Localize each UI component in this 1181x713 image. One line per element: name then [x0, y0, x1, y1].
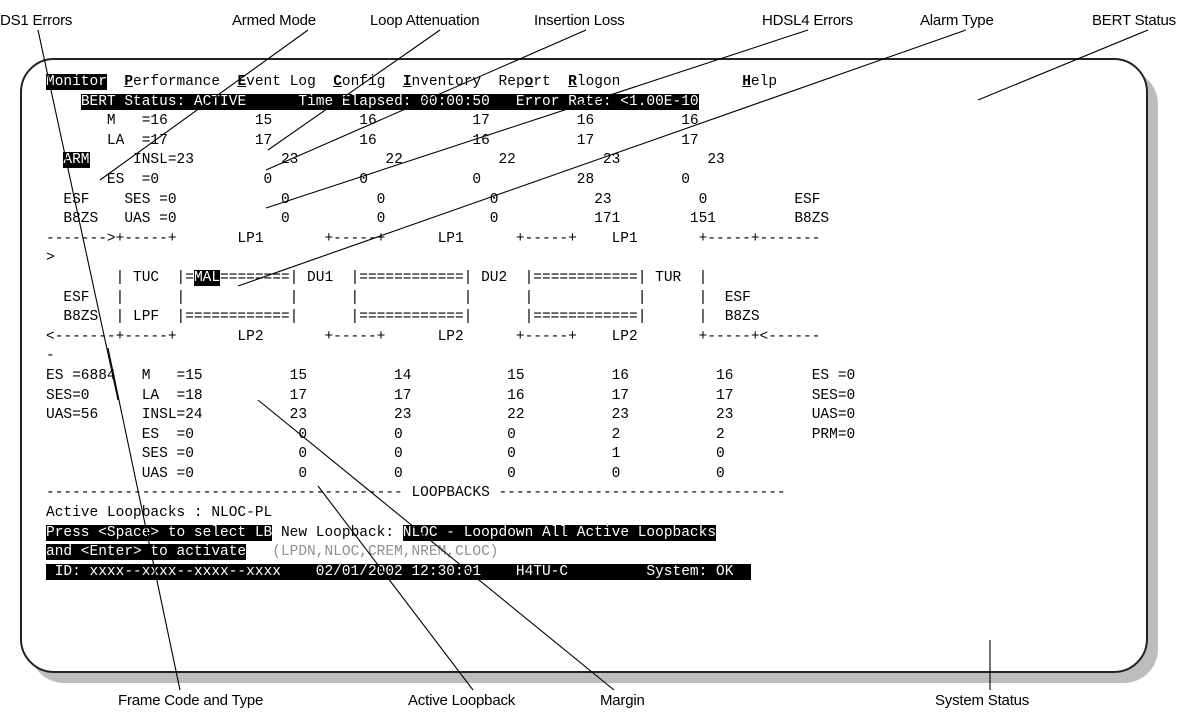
lp2-wrap: -	[46, 348, 55, 365]
bert-status-bar: BERT Status: ACTIVE Time Elapsed: 00:00:…	[80, 93, 699, 110]
menu-help[interactable]: Help	[742, 74, 777, 90]
callout-ds1-errors: DS1 Errors	[0, 12, 73, 29]
lp2-line: <-------+-----+ LP2 +-----+ LP2 +-----+ …	[46, 328, 821, 345]
status-line: ID: xxxx--xxxx--xxxx--xxxx 02/01/2002 12…	[46, 563, 855, 583]
menu-config[interactable]: Config	[333, 74, 385, 90]
menu-performance[interactable]: Performance	[124, 74, 220, 90]
callout-frame-code-and-type: Frame Code and Type	[118, 692, 264, 709]
upper-insl-row: INSL=23 23 22 22 23 23	[89, 152, 725, 169]
new-loopback-label: New Loopback:	[272, 524, 403, 541]
menu-report-label: rt	[533, 74, 551, 90]
lower-uas-row: UAS =0 0 0 0 0 0	[46, 465, 725, 482]
diagram-row-3: B8ZS | LPF |============| |============|…	[46, 309, 760, 326]
loopback-enter-line: and <Enter> to activate (LPDN,NLOC,CREM,…	[46, 543, 855, 563]
diagram-row-1: | TUC |=MAL========| DU1 |============| …	[46, 269, 855, 289]
menu-monitor[interactable]: Monitor	[46, 74, 107, 90]
menu-report[interactable]: Report	[499, 74, 551, 90]
menu-inventory-hotkey: I	[402, 74, 412, 90]
diagram-row-1-prefix: | TUC |=	[46, 269, 194, 286]
menu-help-hotkey: H	[742, 74, 751, 90]
menu-help-label: elp	[750, 74, 778, 90]
terminal-content: Monitor Performance Event Log Config Inv…	[46, 73, 855, 582]
armed-mode-indicator: ARM	[63, 152, 90, 169]
menu-performance-label: erformance	[133, 74, 221, 90]
menu-report-prefix: Rep	[498, 74, 525, 90]
callout-armed-mode: Armed Mode	[232, 12, 316, 29]
lower-insl-row: UAS=56 INSL=24 23 23 22 23 23 UAS=0	[46, 407, 856, 424]
callout-margin: Margin	[600, 692, 645, 709]
menu-event-log-hotkey: E	[237, 74, 247, 90]
menu-event-log-label: vent Log	[246, 74, 316, 90]
upper-ses-row: ESF SES =0 0 0 0 23 0 ESF	[46, 191, 821, 208]
menu-rlogon-label: logon	[576, 74, 621, 90]
menu-rlogon-hotkey: R	[568, 74, 577, 90]
lower-ses-row: SES =0 0 0 0 1 0	[46, 446, 725, 463]
callout-active-loopback: Active Loopback	[408, 692, 516, 709]
upper-margin-row: M =16 15 16 17 16 16	[46, 113, 699, 130]
status-bar: ID: xxxx--xxxx--xxxx--xxxx 02/01/2002 12…	[46, 563, 751, 580]
loopback-options: (LPDN,NLOC,CREM,NREM,CLOC)	[272, 544, 499, 561]
callout-system-status: System Status	[935, 692, 1030, 709]
upper-uas-row: B8ZS UAS =0 0 0 0 171 151 B8ZS	[46, 211, 830, 228]
alarm-type-indicator: MAL	[193, 269, 221, 286]
menu-event-log[interactable]: Event Log	[237, 74, 315, 90]
menu-config-label: onfig	[341, 74, 386, 90]
callout-alarm-type: Alarm Type	[920, 12, 994, 29]
press-enter-instruction: and <Enter> to activate	[46, 544, 247, 561]
lower-es-row: ES =0 0 0 0 2 2 PRM=0	[46, 426, 856, 443]
menu-monitor-hotkey: M	[46, 74, 55, 90]
active-loopbacks: Active Loopbacks : NLOC-PL	[46, 505, 273, 522]
upper-insl-line: ARM INSL=23 23 22 22 23 23	[46, 151, 855, 171]
lower-la-row: SES=0 LA =18 17 17 16 17 17 SES=0	[46, 387, 856, 404]
callout-bert-status: BERT Status	[1092, 12, 1176, 29]
lp1-line: ------->+-----+ LP1 +-----+ LP1 +-----+ …	[46, 230, 821, 247]
upper-la-row: LA =17 17 16 16 17 17	[46, 132, 699, 149]
callout-hdsl4-errors: HDSL4 Errors	[762, 12, 853, 29]
loopback-select-line: Press <Space> to select LB New Loopback:…	[46, 524, 855, 544]
menu-inventory-label: nventory	[411, 74, 482, 90]
menu-monitor-label: onitor	[54, 74, 107, 90]
menu-config-hotkey: C	[333, 74, 342, 90]
diagram-row-1-suffix: ========| DU1 |============| DU2 |======…	[220, 269, 708, 286]
bert-status-line: BERT Status: ACTIVE Time Elapsed: 00:00:…	[46, 93, 855, 113]
menu-rlogon[interactable]: Rlogon	[568, 74, 620, 90]
menu-performance-hotkey: P	[124, 74, 134, 90]
callout-loop-attenuation: Loop Attenuation	[370, 12, 480, 29]
lower-margin-row: ES =6884 M =15 15 14 15 16 16 ES =0	[46, 367, 856, 384]
loopbacks-separator: ----------------------------------------…	[46, 485, 786, 502]
new-loopback-select[interactable]: NLOC - Loopdown All Active Loopbacks	[402, 524, 717, 541]
press-space-instruction: Press <Space> to select LB	[46, 524, 273, 541]
lp1-wrap: >	[46, 250, 55, 267]
menu-bar: Monitor Performance Event Log Config Inv…	[46, 73, 855, 93]
menu-inventory[interactable]: Inventory	[403, 74, 481, 90]
callout-insertion-loss: Insertion Loss	[534, 12, 625, 29]
upper-es-row: ES =0 0 0 0 28 0	[46, 171, 690, 188]
diagram-row-2: ESF | | | | | | | | ESF	[46, 289, 751, 306]
